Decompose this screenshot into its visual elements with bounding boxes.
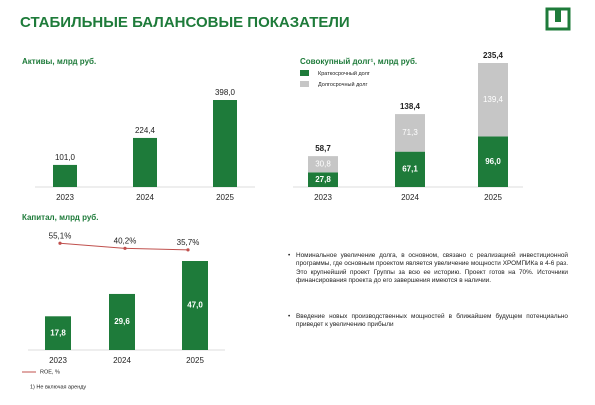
bar-segment: [478, 136, 508, 187]
legend-label: ROE, %: [40, 369, 60, 375]
legend-swatch: [300, 81, 309, 87]
x-tick-label: 2025: [216, 193, 234, 202]
slide-title: СТАБИЛЬНЫЕ БАЛАНСОВЫЕ ПОКАЗАТЕЛИ: [20, 14, 350, 31]
total-label: 58,7: [315, 144, 331, 153]
x-tick-label: 2025: [186, 356, 204, 365]
value-label: 71,3: [402, 128, 418, 137]
bar: [109, 293, 135, 350]
x-tick-label: 2023: [49, 356, 67, 365]
chart-title: Активы, млрд руб.: [22, 57, 96, 66]
value-label: 30,8: [315, 159, 331, 168]
line-point: [123, 246, 127, 250]
bullet: Номинальное увеличение долга, в основном…: [288, 252, 568, 286]
value-label: 67,1: [402, 164, 418, 173]
chart-title: Капитал, млрд руб.: [22, 213, 98, 222]
x-tick-label: 2024: [401, 193, 419, 202]
footnote: 1) Не включая аренду: [30, 384, 86, 390]
total-label: 235,4: [483, 51, 504, 60]
x-tick-label: 2024: [113, 356, 131, 365]
bar-segment: [395, 114, 425, 152]
line-label: 55,1%: [49, 231, 72, 240]
value-label: 17,8: [50, 328, 66, 337]
value-label: 29,6: [114, 317, 130, 326]
value-label: 27,8: [315, 175, 331, 184]
value-label: 398,0: [215, 88, 236, 97]
value-label: 224,4: [135, 126, 156, 135]
x-tick-label: 2023: [314, 193, 332, 202]
x-tick-label: 2023: [56, 193, 74, 202]
line-point: [186, 248, 190, 252]
line-point: [58, 241, 62, 245]
bar: [213, 100, 237, 187]
bar-segment: [308, 172, 338, 187]
value-label: 139,4: [483, 95, 504, 104]
legend-label: Долгосрочный долг: [318, 81, 367, 88]
chart-title: Совокупный долг¹, млрд руб.: [300, 57, 417, 66]
value-label: 96,0: [485, 157, 501, 166]
legend-label: Краткосрочный долг: [318, 70, 370, 77]
legend-swatch: [300, 70, 309, 76]
bar: [53, 164, 77, 187]
bar: [182, 261, 208, 350]
bar-segment: [395, 151, 425, 187]
line-label: 40,2%: [114, 236, 137, 245]
x-tick-label: 2024: [136, 193, 154, 202]
bar: [45, 316, 71, 350]
value-label: 101,0: [55, 153, 76, 162]
bar-segment: [478, 63, 508, 137]
value-label: 47,0: [187, 301, 203, 310]
logo: [545, 7, 571, 31]
bar-segment: [308, 156, 338, 173]
bullet: Введение новых производственных мощносте…: [288, 313, 568, 330]
total-label: 138,4: [400, 102, 421, 111]
bar: [133, 137, 157, 187]
x-tick-label: 2025: [484, 193, 502, 202]
line-label: 35,7%: [177, 238, 200, 247]
